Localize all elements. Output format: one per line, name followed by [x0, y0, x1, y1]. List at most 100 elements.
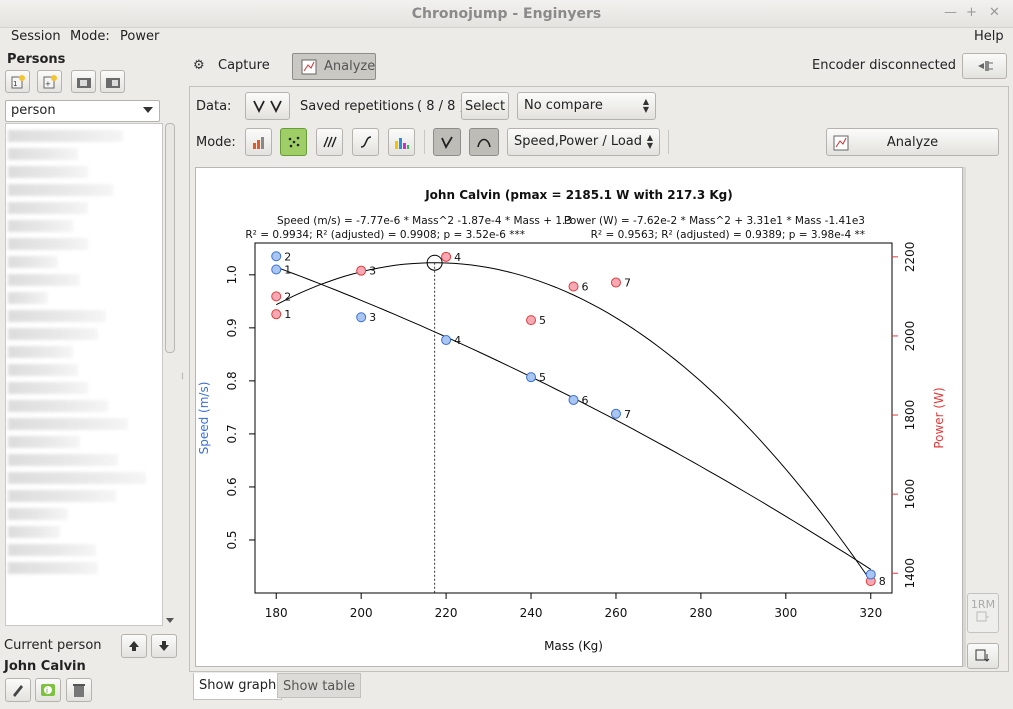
list-item[interactable] [8, 436, 80, 448]
list-item[interactable] [8, 544, 96, 556]
mode-curve-button[interactable] [352, 128, 379, 156]
list-item[interactable] [8, 508, 68, 520]
list-item[interactable] [8, 562, 98, 574]
graph-scrollbar[interactable] [963, 167, 966, 667]
list-item[interactable] [8, 148, 78, 160]
chart-title: John Calvin (pmax = 2185.1 W with 217.3 … [424, 188, 733, 202]
list-item[interactable] [8, 292, 48, 304]
eccentric-concentric-button[interactable] [469, 128, 499, 156]
person-list-scrollbar[interactable] [164, 123, 176, 626]
analysis-select[interactable]: Speed,Power / Load ▲ ▼ [507, 128, 660, 156]
mode-scatter-button[interactable] [280, 128, 307, 156]
encoder-connect-button[interactable] [962, 53, 1007, 79]
tab-show-graph[interactable]: Show graph [193, 673, 283, 700]
list-item[interactable] [8, 400, 108, 412]
person-info-button[interactable]: i [35, 678, 61, 702]
close-icon[interactable]: ✕ [989, 5, 1000, 20]
analyze-button[interactable]: Analyze [826, 128, 999, 156]
speed-point-label: 5 [539, 371, 546, 384]
gear-icon[interactable]: ⚙ [193, 58, 205, 73]
speed-point-label: 3 [369, 311, 376, 324]
list-item[interactable] [8, 310, 106, 322]
x-axis-label: Mass (Kg) [544, 639, 603, 653]
y-left-axis-label: Speed (m/s) [197, 382, 211, 455]
one-rm-button[interactable]: 1RM [967, 593, 999, 633]
power-point-label: 3 [369, 265, 376, 278]
menu-mode-label[interactable]: Mode: [70, 29, 110, 44]
mode-barchart-button[interactable] [388, 128, 415, 156]
x-tick-label: 300 [774, 606, 797, 620]
list-item[interactable] [8, 256, 58, 268]
list-item[interactable] [8, 166, 88, 178]
list-item[interactable] [8, 238, 88, 250]
next-person-button[interactable] [151, 634, 177, 658]
edit-person-button[interactable] [5, 678, 31, 702]
speed-equation: Speed (m/s) = -7.77e-6 * Mass^2 -1.87e-4… [277, 215, 572, 227]
speed-power-load-chart: John Calvin (pmax = 2185.1 W with 217.3 … [197, 188, 946, 653]
tab-capture[interactable]: Capture [218, 58, 270, 73]
list-item[interactable] [8, 274, 80, 286]
x-tick-label: 200 [350, 606, 373, 620]
curve-icon [360, 136, 371, 148]
menu-help[interactable]: Help [974, 29, 1004, 44]
person-select[interactable]: person [5, 100, 160, 122]
toolbar-separator [424, 130, 425, 154]
list-item[interactable] [8, 202, 88, 214]
list-item[interactable] [8, 472, 146, 484]
pane-split-handle[interactable]: ⁞ [181, 372, 184, 382]
x-tick-label: 260 [605, 606, 628, 620]
select-button[interactable]: Select [461, 92, 509, 120]
scroll-down-icon[interactable] [166, 618, 174, 623]
y-left-tick-label: 0.7 [225, 424, 239, 443]
tab-analyze[interactable]: Analyze [292, 53, 376, 80]
previous-person-button[interactable] [121, 634, 147, 658]
x-tick-label: 280 [689, 606, 712, 620]
arrow-up-icon [129, 641, 139, 651]
pmax-marker [426, 254, 443, 271]
speed-point [568, 394, 579, 405]
mode-side-button[interactable] [316, 128, 343, 156]
plug-icon [977, 61, 993, 71]
scrollbar-thumb[interactable] [165, 123, 175, 353]
list-item[interactable] [8, 418, 128, 430]
list-item[interactable] [8, 346, 73, 358]
delete-person-button[interactable] [66, 678, 92, 702]
chevron-down-icon [143, 107, 153, 113]
export-graph-button[interactable] [967, 643, 999, 669]
load-person-button[interactable] [71, 70, 96, 93]
data-source-button[interactable] [245, 92, 290, 120]
person-list[interactable] [5, 123, 163, 626]
y-right-tick-label: 2000 [903, 321, 917, 352]
list-item[interactable] [8, 130, 123, 142]
power-point-label: 1 [284, 308, 291, 321]
add-multiple-persons-button[interactable]: + [37, 70, 62, 93]
maximize-icon[interactable]: + [966, 5, 977, 20]
speed-point-label: 1 [284, 264, 291, 277]
encoder-status: Encoder disconnected [812, 58, 956, 73]
window-title: Chronojump - Enginyers [411, 6, 602, 22]
list-item[interactable] [8, 328, 98, 340]
speed-point-label: 4 [454, 334, 461, 347]
list-item[interactable] [8, 184, 113, 196]
menu-session[interactable]: Session [11, 29, 61, 44]
list-item[interactable] [8, 364, 78, 376]
current-person-label: Current person [4, 638, 102, 653]
power-point [271, 291, 282, 302]
list-item[interactable] [8, 220, 73, 232]
concentric-button[interactable] [433, 128, 461, 156]
minimize-icon[interactable]: — [944, 5, 957, 20]
list-item[interactable] [8, 490, 116, 502]
menubar: Session Mode: Power Help [0, 28, 1013, 50]
compare-select[interactable]: No compare ▲ ▼ [517, 92, 656, 120]
tab-show-table[interactable]: Show table [277, 673, 362, 698]
list-item[interactable] [8, 382, 88, 394]
list-item[interactable] [8, 526, 60, 538]
edit-persons-button[interactable] [100, 70, 125, 93]
mode-bars-button[interactable] [245, 128, 272, 156]
power-point [526, 315, 537, 326]
add-person-button[interactable]: 1 [5, 70, 30, 93]
list-item[interactable] [8, 454, 118, 466]
arrow-down-icon [159, 641, 169, 651]
pencil-icon [13, 685, 23, 697]
menu-mode-power[interactable]: Power [120, 29, 160, 44]
